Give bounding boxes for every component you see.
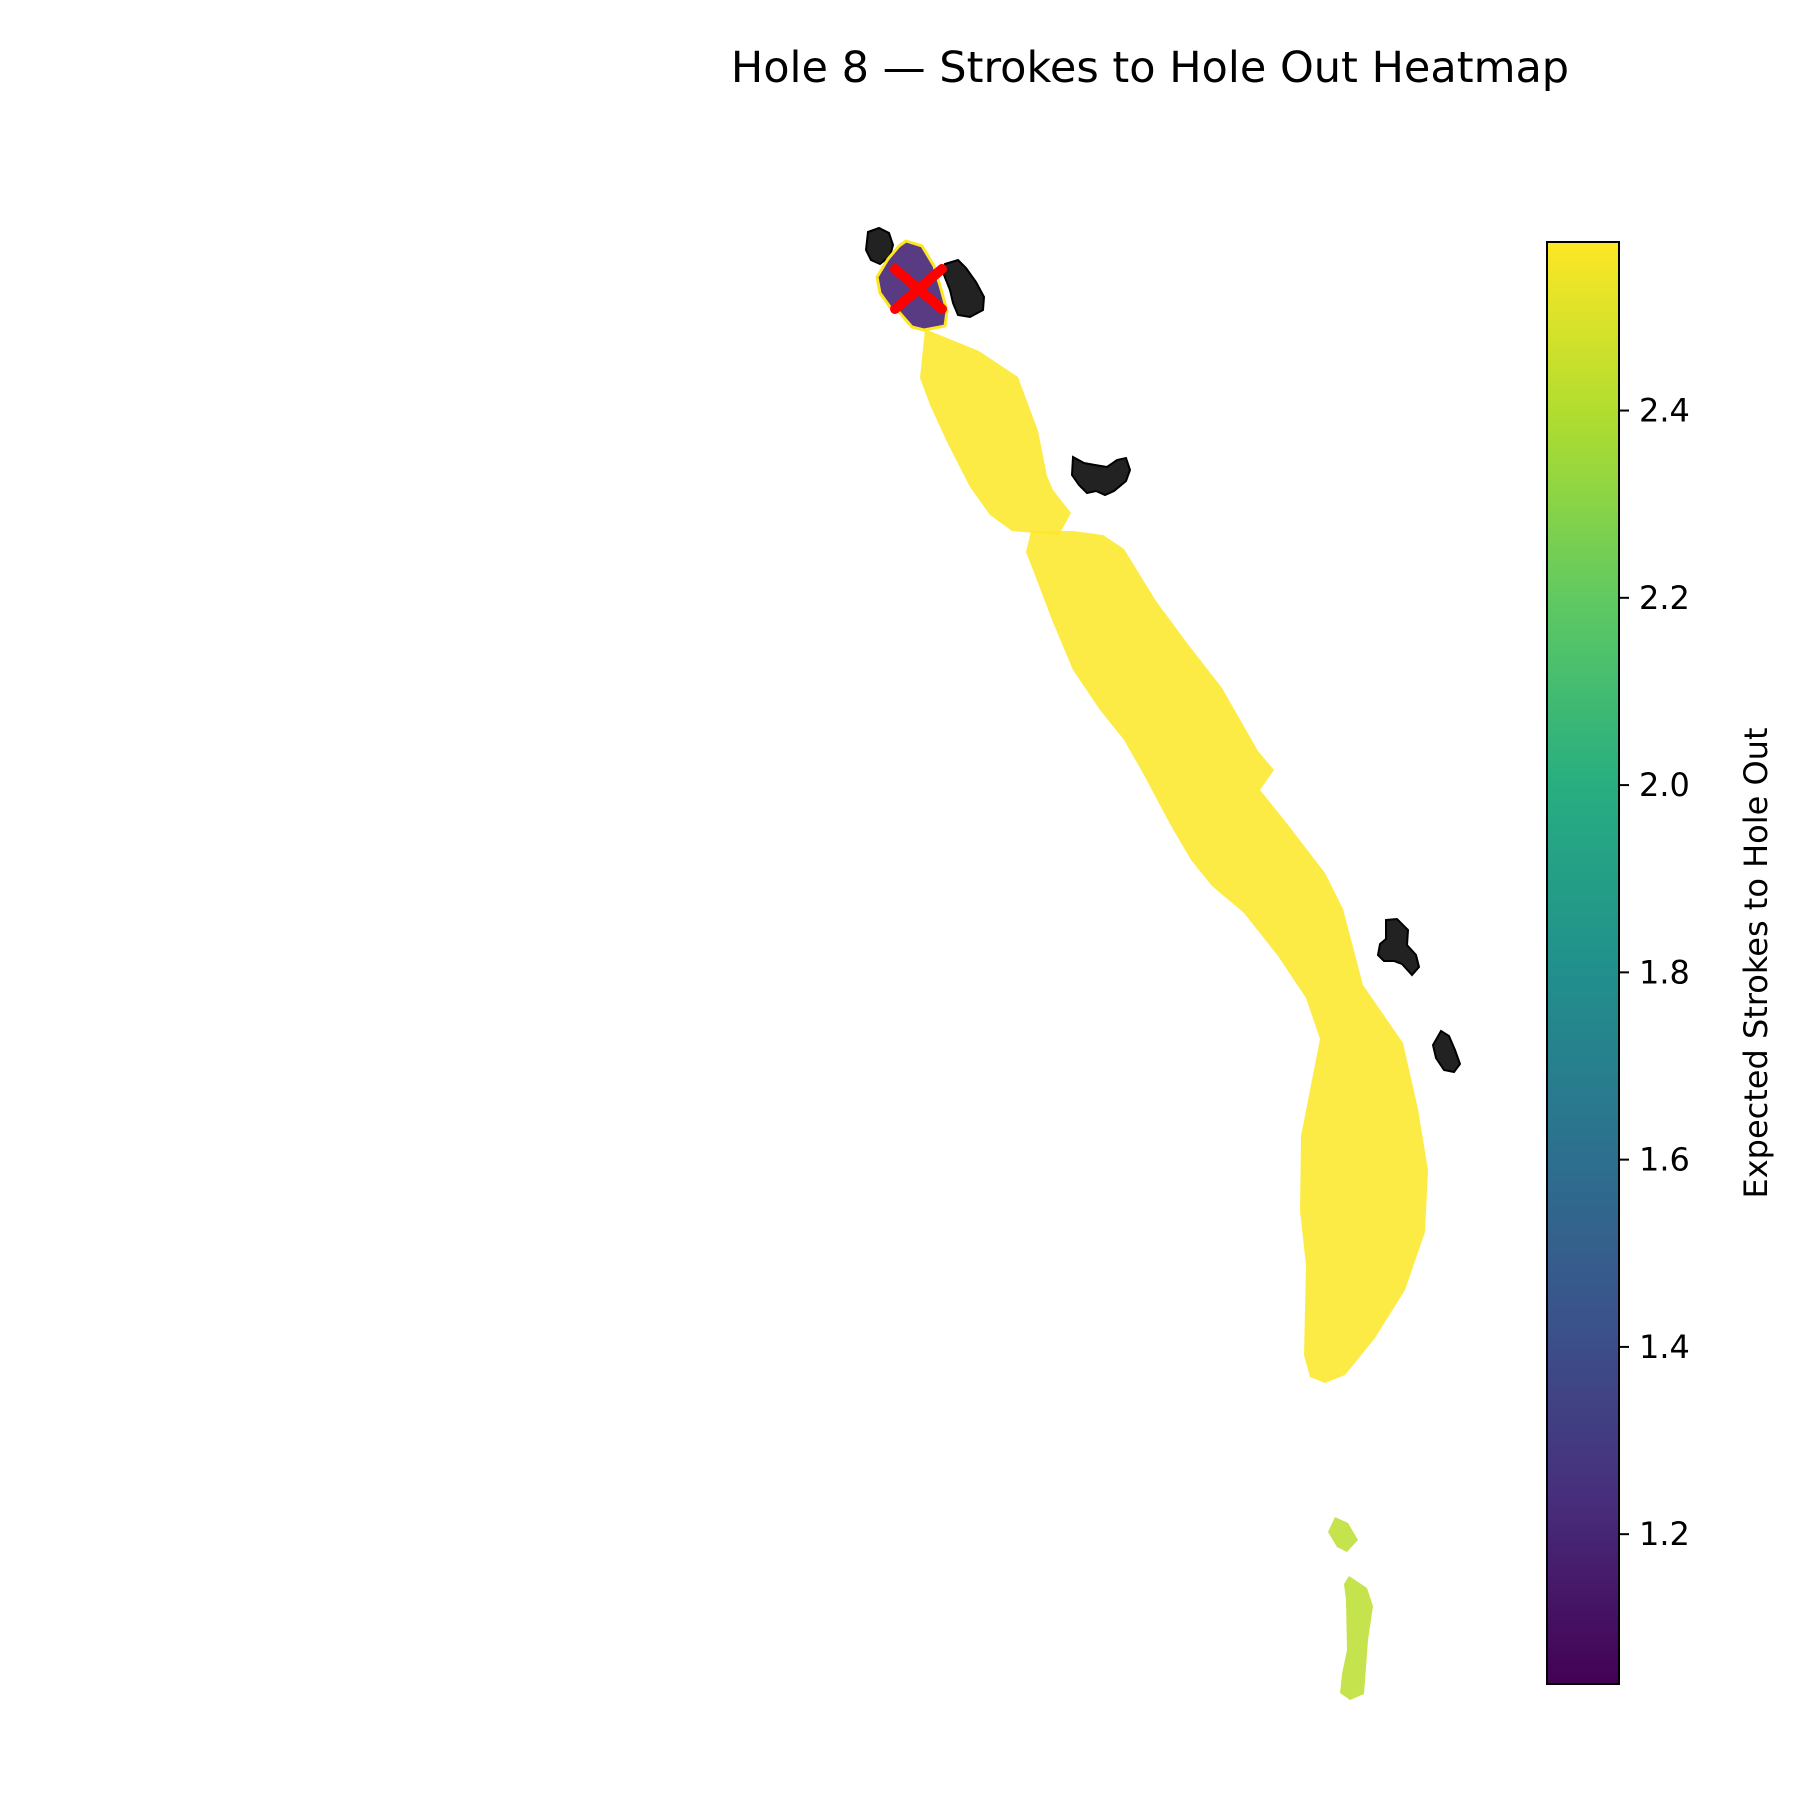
colorbar-gradient xyxy=(1546,241,1620,1685)
colorbar-tick-label: 2.4 xyxy=(1639,392,1690,430)
colorbar-tick-label: 1.4 xyxy=(1639,1328,1690,1366)
bunkers xyxy=(864,226,1462,1074)
colorbar-ticks: 1.2 1.4 1.6 1.8 2.0 2.2 2.4 xyxy=(1619,392,1690,1553)
bunker xyxy=(1431,1029,1462,1074)
colorbar-tick-label: 2.0 xyxy=(1639,766,1690,804)
region-tee-box-lower xyxy=(1340,1576,1373,1700)
pin-marker xyxy=(890,264,947,314)
chart-title: Hole 8 — Strokes to Hole Out Heatmap xyxy=(731,43,1569,93)
colorbar-tick-label: 1.2 xyxy=(1639,1515,1690,1553)
bunker xyxy=(1070,455,1132,497)
colorbar-tick-label: 1.6 xyxy=(1639,1141,1690,1179)
region-fairway-lower xyxy=(1026,531,1428,1383)
colorbar-tick-label: 1.8 xyxy=(1639,953,1690,991)
bunker xyxy=(1376,917,1421,977)
colorbar-label: Expected Strokes to Hole Out xyxy=(1737,728,1775,1199)
region-fairway-upper xyxy=(920,329,1071,535)
colorbar-tick-label: 2.2 xyxy=(1639,579,1690,617)
bunker xyxy=(942,258,986,319)
pin-marker-stroke xyxy=(890,264,947,314)
colorbar: 1.2 1.4 1.6 1.8 2.0 2.2 2.4 Expected Strokes t… xyxy=(1546,241,1775,1685)
region-tee-box-upper xyxy=(1328,1517,1358,1552)
